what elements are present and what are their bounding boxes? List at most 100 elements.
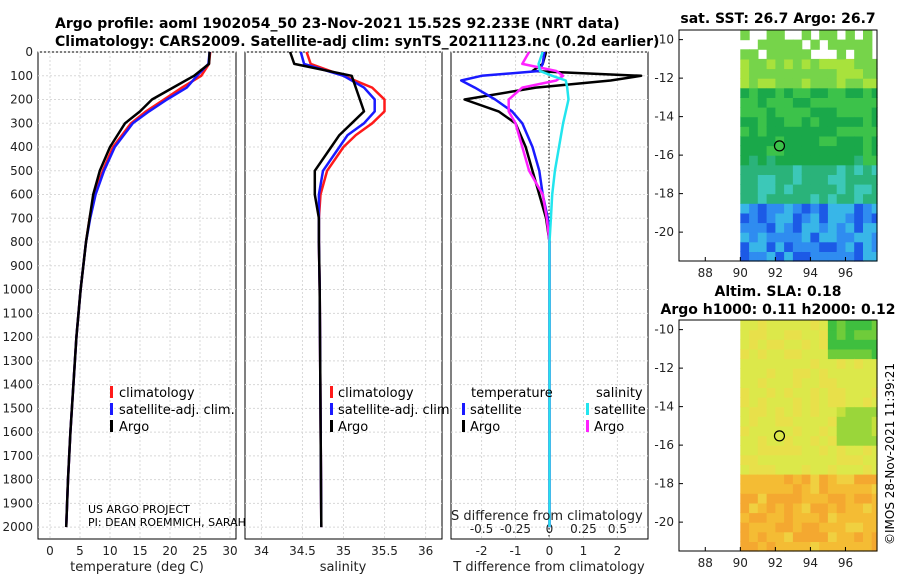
depth-tick-label: 300 <box>10 116 33 130</box>
series-line-argo <box>288 51 366 528</box>
sla-map-title: Altim. SLA: 0.18 <box>714 284 841 300</box>
heatmap-cell <box>775 49 785 60</box>
heatmap-cell <box>863 406 873 417</box>
heatmap-cell <box>854 445 864 456</box>
difference-series <box>459 51 643 528</box>
lon-tick-label: 96 <box>838 556 853 570</box>
heatmap-cell <box>740 164 750 175</box>
heatmap-cell <box>827 541 838 552</box>
heatmap-cell <box>740 358 750 369</box>
credit-label: ©IMOS 28-Nov-2021 11:39:21 <box>883 363 897 545</box>
heatmap-cell <box>792 435 803 446</box>
heatmap-cell <box>784 397 794 408</box>
heatmap-cell <box>766 184 776 195</box>
heatmap-cell <box>854 493 864 504</box>
heatmap-cell <box>863 329 873 340</box>
heatmap-cell <box>836 348 847 360</box>
heatmap-cell <box>775 358 785 369</box>
heatmap-cell <box>784 126 794 137</box>
heatmap-cell <box>871 232 878 243</box>
depth-tick-label: 500 <box>10 164 33 178</box>
heatmap-cell <box>836 78 847 89</box>
heatmap-cell <box>784 541 794 552</box>
heatmap-cell <box>801 126 812 137</box>
heatmap-cell <box>827 368 838 379</box>
heatmap-cell <box>784 68 794 79</box>
heatmap-cell <box>784 320 794 331</box>
heatmap-cell <box>784 193 794 204</box>
heatmap-cell <box>845 68 855 79</box>
heatmap-cell <box>810 531 820 542</box>
heatmap-cell <box>801 329 812 340</box>
heatmap-cell <box>810 435 820 446</box>
heatmap-cell <box>819 464 829 475</box>
heatmap-cell <box>819 512 829 523</box>
heatmap-cell <box>836 445 847 456</box>
heatmap-cell <box>827 145 838 156</box>
heatmap-cell <box>845 78 855 89</box>
heatmap-cell <box>749 483 759 494</box>
salinity-grid <box>245 51 442 539</box>
heatmap-cell <box>740 212 750 224</box>
heatmap-cell <box>757 397 768 408</box>
heatmap-cell <box>863 135 873 147</box>
heatmap-cell <box>740 232 750 243</box>
lon-tick-label: 90 <box>733 556 748 570</box>
heatmap-cell <box>871 377 878 388</box>
heatmap-cell <box>863 425 873 437</box>
heatmap-cell <box>801 445 812 456</box>
heatmap-cell <box>810 222 820 233</box>
heatmap-cell <box>775 464 785 475</box>
heatmap-cell <box>836 320 847 331</box>
heatmap-cell <box>749 464 759 475</box>
heatmap-cell <box>740 184 750 195</box>
heatmap-cell <box>740 339 750 350</box>
temperature-axes-frame <box>37 51 237 540</box>
depth-tick-label: 1600 <box>2 425 33 439</box>
heatmap-cell <box>863 155 873 166</box>
heatmap-cell <box>810 241 820 252</box>
heatmap-cell <box>854 397 864 408</box>
heatmap-cell <box>749 425 759 437</box>
heatmap-cell <box>845 145 855 156</box>
heatmap-cell <box>766 78 776 89</box>
heatmap-cell <box>810 522 820 533</box>
heatmap-cell <box>836 126 847 137</box>
sla-map-frame <box>678 319 878 552</box>
heatmap-cell <box>871 512 878 523</box>
heatmap-cell <box>740 483 750 494</box>
heatmap-cell <box>740 493 750 504</box>
heatmap-cell <box>836 502 847 514</box>
heatmap-cell <box>766 241 776 252</box>
heatmap-cell <box>740 454 750 465</box>
heatmap-cell <box>784 348 794 360</box>
heatmap-cell <box>792 416 803 427</box>
heatmap-cell <box>819 174 829 185</box>
heatmap-cell <box>863 68 873 79</box>
heatmap-cell <box>757 241 768 252</box>
heatmap-cell <box>740 397 750 408</box>
heatmap-cell <box>801 416 812 427</box>
heatmap-cell <box>836 329 847 340</box>
legend-temp-argo-marker <box>462 420 465 432</box>
heatmap-cell <box>792 222 803 233</box>
secondary-x-tick-label: -0.25 <box>500 522 531 536</box>
heatmap-cell <box>863 87 873 98</box>
heatmap-cell <box>845 58 855 70</box>
heatmap-cell <box>854 126 864 137</box>
heatmap-cell <box>810 193 820 204</box>
heatmap-cell <box>819 425 829 437</box>
heatmap-cell <box>845 522 855 533</box>
heatmap-cell <box>749 416 759 427</box>
heatmap-cell <box>784 174 794 185</box>
lon-tick-label: 94 <box>803 556 818 570</box>
heatmap-cell <box>766 406 776 417</box>
heatmap-cell <box>845 531 855 542</box>
heatmap-cell <box>792 116 803 127</box>
heatmap-cell <box>836 541 847 552</box>
heatmap-cell <box>827 39 838 50</box>
heatmap-cell <box>775 212 785 224</box>
heatmap-cell <box>819 445 829 456</box>
heatmap-cell <box>836 184 847 195</box>
heatmap-cell <box>792 68 803 79</box>
